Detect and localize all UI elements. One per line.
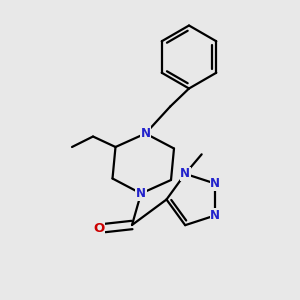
Text: N: N [210,177,220,190]
Text: N: N [210,209,220,222]
Text: N: N [140,127,151,140]
Text: O: O [93,221,105,235]
Text: N: N [136,187,146,200]
Text: N: N [180,167,190,180]
